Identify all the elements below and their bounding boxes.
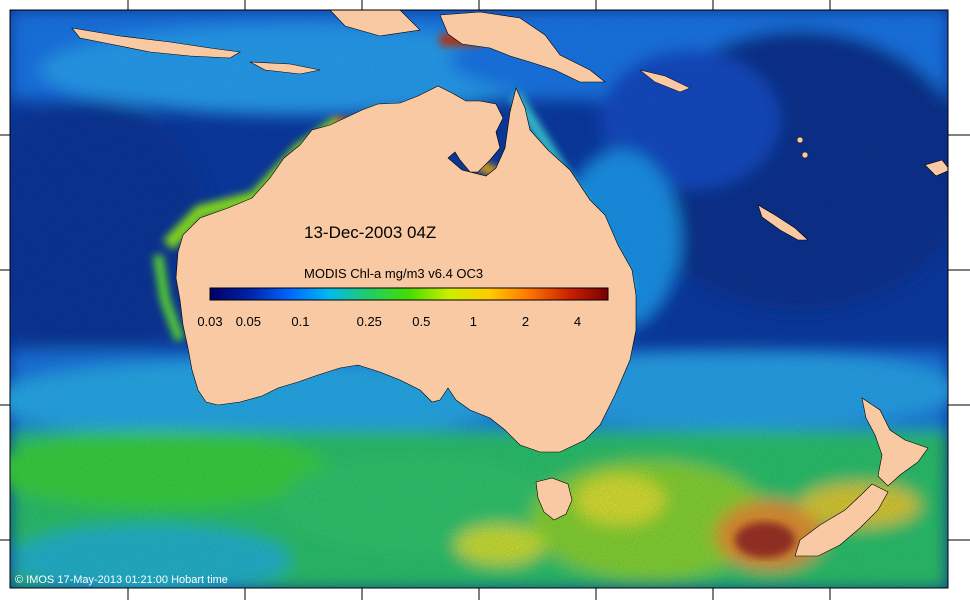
australia-landmass: [175, 85, 637, 453]
legend-tick-label: 2: [522, 314, 529, 329]
tasmania: [535, 477, 573, 521]
credit-text: © IMOS 17-May-2013 01:21:00 Hobart time: [15, 574, 228, 586]
colorbar-legend: MODIS Chl-a mg/m3 v6.4 OC3 0.03 0.05 0.1 0.…: [197, 266, 609, 329]
legend-tick-label: 0.25: [357, 314, 382, 329]
new-caledonia: [757, 204, 809, 241]
legend-tick-label: 1: [470, 314, 477, 329]
vanuatu-2: [801, 151, 809, 159]
legend-tick-label: 0.1: [291, 314, 309, 329]
colorbar: [209, 287, 609, 301]
legend-tick-group: 0.03 0.05 0.1 0.25 0.5 1 2 4: [197, 314, 581, 329]
legend-tick-label: 0.5: [412, 314, 430, 329]
legend-tick-label: 4: [574, 314, 581, 329]
new-zealand-south: [794, 483, 889, 557]
map-area: [10, 10, 948, 588]
borneo-sulawesi: [329, 10, 421, 37]
legend-tick-label: 0.03: [197, 314, 222, 329]
indonesia-islands: [71, 27, 241, 59]
fiji: [924, 159, 948, 177]
new-zealand-north: [861, 397, 929, 487]
date-label: 13-Dec-2003 04Z: [304, 223, 436, 242]
island-chain: [249, 61, 321, 75]
solomon-islands: [639, 69, 691, 93]
vanuatu: [796, 136, 804, 144]
legend-title: MODIS Chl-a mg/m3 v6.4 OC3: [304, 266, 483, 281]
new-guinea: [439, 11, 606, 83]
legend-tick-label: 0.05: [236, 314, 261, 329]
